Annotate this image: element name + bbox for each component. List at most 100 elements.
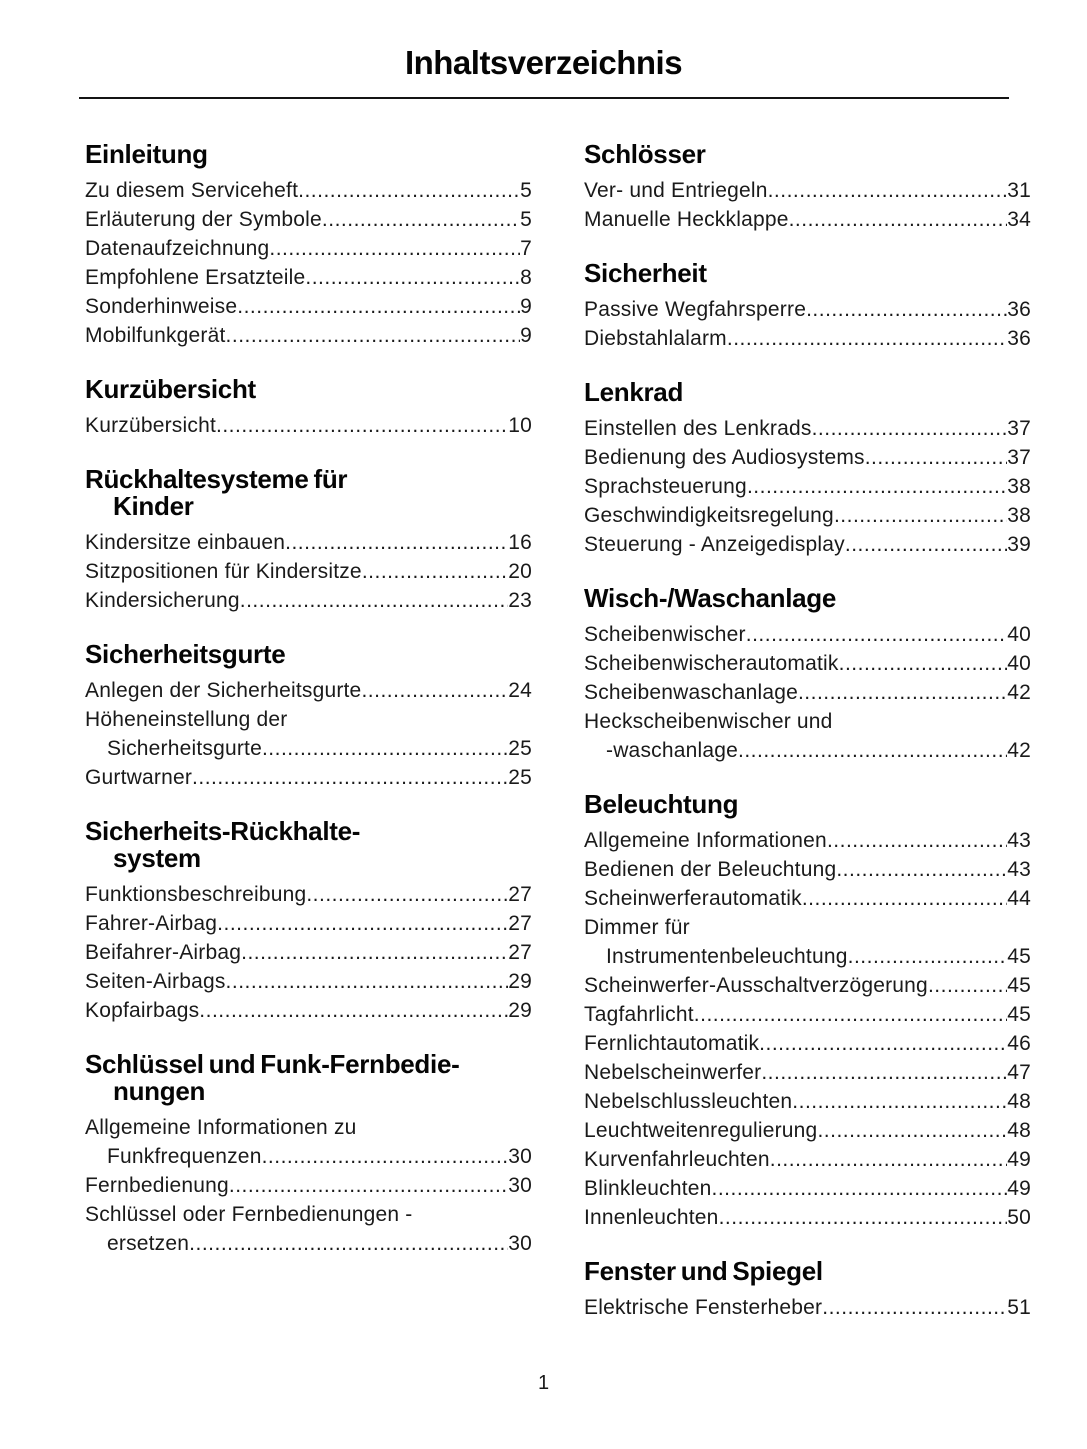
toc-entry: Datenaufzeichnung.......................… xyxy=(85,234,532,263)
toc-entry-line: Kindersicherung.........................… xyxy=(85,586,532,615)
toc-entry: Scheibenwischerautomatik................… xyxy=(584,649,1031,678)
section-entries: Einstellen des Lenkrads.................… xyxy=(584,414,1031,559)
dot-leader: ........................................… xyxy=(761,1061,1008,1084)
dot-leader: ........................................… xyxy=(199,999,508,1022)
dot-leader: ........................................… xyxy=(361,560,508,583)
dot-leader: ........................................… xyxy=(285,531,508,554)
toc-entry-page-number: 7 xyxy=(520,237,532,260)
toc-section: Rückhaltesysteme für Kinder Kindersitze ei… xyxy=(85,466,532,615)
section-heading-line: system xyxy=(113,843,201,873)
toc-entry-label: -waschanlage xyxy=(606,739,738,762)
dot-leader: ........................................… xyxy=(826,829,1007,852)
toc-entry: Tagfahrlicht............................… xyxy=(584,1000,1031,1029)
toc-entry-line: Scheibenwischerautomatik................… xyxy=(584,649,1031,678)
toc-entry-line: Mobilfunkgerät..........................… xyxy=(85,321,532,350)
toc-entry: Leuchtweitenregulierung.................… xyxy=(584,1116,1031,1145)
toc-entry: Gurtwarner..............................… xyxy=(85,763,532,792)
section-heading: Wisch-/Waschanlage xyxy=(584,585,1031,612)
toc-section: Wisch-/Waschanlage Scheibenwischer.......… xyxy=(584,585,1031,765)
toc-entry-page-number: 43 xyxy=(1007,858,1031,881)
dot-leader: ........................................… xyxy=(838,652,1008,675)
toc-section: Sicherheitsgurte Anlegen der Sicherheitsg… xyxy=(85,641,532,792)
toc-entry-line: Fernbedienung...........................… xyxy=(85,1171,532,1200)
toc-entry-line: Fernlichtautomatik......................… xyxy=(584,1029,1031,1058)
toc-entry-page-number: 40 xyxy=(1007,623,1031,646)
dot-leader: ........................................… xyxy=(844,533,1007,556)
toc-entry-page-number: 45 xyxy=(1007,974,1031,997)
section-heading: Sicherheits-Rückhalte-system xyxy=(85,818,532,872)
toc-entry: Elektrische Fensterheber................… xyxy=(584,1293,1031,1322)
toc-entry-label: Einstellen des Lenkrads xyxy=(584,417,812,440)
toc-entry-label: Diebstahlalarm xyxy=(584,327,727,350)
toc-entry-line: Funkfrequenzen..........................… xyxy=(85,1142,532,1171)
toc-entry-line: Diebstahlalarm..........................… xyxy=(584,324,1031,353)
toc-entry-label: Nebelscheinwerfer xyxy=(584,1061,762,1084)
toc-entry-page-number: 49 xyxy=(1007,1148,1031,1171)
section-heading-line: Wisch-/Waschanlage xyxy=(584,583,837,613)
toc-column-1: Einleitung Zu diesem Serviceheft.........… xyxy=(85,141,532,1322)
section-heading-line: Rückhaltesysteme für xyxy=(85,464,348,494)
toc-entry: Kindersitze einbauen....................… xyxy=(85,528,532,557)
toc-entry-label: Scheibenwischerautomatik xyxy=(584,652,839,675)
section-entries: Scheibenwischer.........................… xyxy=(584,620,1031,765)
toc-entry-line: Allgemeine Informationen................… xyxy=(584,826,1031,855)
toc-entry-page-number: 37 xyxy=(1007,417,1031,440)
toc-entry-line: Elektrische Fensterheber................… xyxy=(584,1293,1031,1322)
toc-entry: Mobilfunkgerät..........................… xyxy=(85,321,532,350)
toc-entry-page-number: 38 xyxy=(1007,475,1031,498)
toc-entry-label: Kindersicherung xyxy=(85,589,240,612)
toc-entry-page-number: 30 xyxy=(508,1145,532,1168)
toc-entry: Anlegen der Sicherheitsgurte............… xyxy=(85,676,532,705)
page-number: 1 xyxy=(537,1372,550,1394)
toc-entry-line: Einstellen des Lenkrads.................… xyxy=(584,414,1031,443)
toc-entry: Scheinwerferautomatik...................… xyxy=(584,884,1031,913)
toc-entry-line: Tagfahrlicht............................… xyxy=(584,1000,1031,1029)
toc-entry-label: Elektrische Fensterheber xyxy=(584,1296,823,1319)
toc-entry-label: ersetzen xyxy=(107,1232,190,1255)
section-entries: Funktionsbeschreibung...................… xyxy=(85,880,532,1025)
toc-entry-page-number: 48 xyxy=(1007,1090,1031,1113)
toc-entry-line: Passive Wegfahrsperre...................… xyxy=(584,295,1031,324)
section-entries: Passive Wegfahrsperre...................… xyxy=(584,295,1031,353)
dot-leader: ........................................… xyxy=(767,179,1008,202)
dot-leader: ........................................… xyxy=(225,970,509,993)
toc-entry-page-number: 49 xyxy=(1007,1177,1031,1200)
toc-section: Beleuchtung Allgemeine Informationen.....… xyxy=(584,791,1031,1232)
toc-entry-label: Kurzübersicht xyxy=(85,414,216,437)
toc-entry-line: Steuerung - Anzeigedisplay..............… xyxy=(584,530,1031,559)
toc-entry-page-number: 10 xyxy=(508,414,532,437)
dot-leader: ........................................… xyxy=(321,208,520,231)
toc-entry: Kurzübersicht...........................… xyxy=(85,411,532,440)
title-divider-rule xyxy=(79,97,1009,99)
toc-entry: Geschwindigkeitsregelung................… xyxy=(584,501,1031,530)
toc-entry: Allgemeine Informationen zu Funkfrequenze… xyxy=(85,1113,532,1171)
toc-entry-label: Scheinwerferautomatik xyxy=(584,887,802,910)
section-heading: Lenkrad xyxy=(584,379,1031,406)
toc-section: Sicherheits-Rückhalte-system Funktionsbes… xyxy=(85,818,532,1025)
toc-entry-line: Sprachsteuerung.........................… xyxy=(584,472,1031,501)
toc-entry: Blinkleuchten...........................… xyxy=(584,1174,1031,1203)
dot-leader: ........................................… xyxy=(833,504,1007,527)
toc-entry-line: Scheibenwaschanlage.....................… xyxy=(584,678,1031,707)
toc-entry: Scheibenwaschanlage.....................… xyxy=(584,678,1031,707)
section-heading: Sicherheitsgurte xyxy=(85,641,532,668)
toc-entry-label: Sitzpositionen für Kindersitze xyxy=(85,560,362,583)
toc-entry-page-number: 9 xyxy=(520,295,532,318)
toc-entry-page-number: 51 xyxy=(1007,1296,1031,1319)
toc-entry-line: Sitzpositionen für Kindersitze..........… xyxy=(85,557,532,586)
toc-entry: Ver- und Entriegeln.....................… xyxy=(584,176,1031,205)
toc-entry: Funktionsbeschreibung...................… xyxy=(85,880,532,909)
toc-entry-label: Geschwindigkeitsregelung xyxy=(584,504,834,527)
dot-leader: ........................................… xyxy=(237,295,521,318)
dot-leader: ........................................… xyxy=(745,623,1007,646)
toc-entry-page-number: 36 xyxy=(1007,327,1031,350)
toc-entry-label: Innenleuchten xyxy=(584,1206,719,1229)
section-heading: Schlüssel und Funk-Fernbedie-nungen xyxy=(85,1051,532,1105)
toc-entry-label: Zu diesem Serviceheft xyxy=(85,179,299,202)
dot-leader: ........................................… xyxy=(817,1119,1008,1142)
dot-leader: ........................................… xyxy=(241,941,508,964)
toc-entry-page-number: 25 xyxy=(508,766,532,789)
toc-entry-page-number: 30 xyxy=(508,1232,532,1255)
toc-entry: Sonderhinweise..........................… xyxy=(85,292,532,321)
toc-entry: Kurvenfahrleuchten......................… xyxy=(584,1145,1031,1174)
